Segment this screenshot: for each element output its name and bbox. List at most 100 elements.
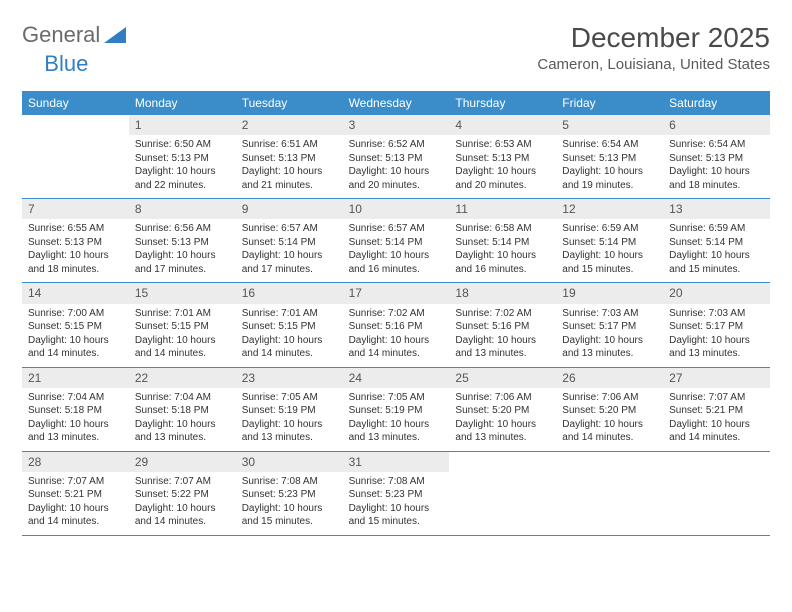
day-body: Sunrise: 6:57 AMSunset: 5:14 PMDaylight:… <box>343 219 450 282</box>
day-body: Sunrise: 6:58 AMSunset: 5:14 PMDaylight:… <box>449 219 556 282</box>
sunset-text: Sunset: 5:21 PM <box>669 404 764 418</box>
day-cell: 7Sunrise: 6:55 AMSunset: 5:13 PMDaylight… <box>22 199 129 282</box>
logo-triangle-icon <box>104 27 126 43</box>
daylight-text: Daylight: 10 hours and 15 minutes. <box>242 502 337 529</box>
day-cell: 17Sunrise: 7:02 AMSunset: 5:16 PMDayligh… <box>343 283 450 366</box>
sunset-text: Sunset: 5:20 PM <box>562 404 657 418</box>
day-of-week-header: Sunday Monday Tuesday Wednesday Thursday… <box>22 91 770 115</box>
sunrise-text: Sunrise: 6:58 AM <box>455 222 550 236</box>
day-body: Sunrise: 6:54 AMSunset: 5:13 PMDaylight:… <box>556 135 663 198</box>
daylight-text: Daylight: 10 hours and 13 minutes. <box>135 418 230 445</box>
day-body: Sunrise: 7:06 AMSunset: 5:20 PMDaylight:… <box>556 388 663 451</box>
sunset-text: Sunset: 5:16 PM <box>455 320 550 334</box>
day-body: Sunrise: 6:57 AMSunset: 5:14 PMDaylight:… <box>236 219 343 282</box>
sunrise-text: Sunrise: 7:07 AM <box>28 475 123 489</box>
day-number: 14 <box>22 283 129 303</box>
sunset-text: Sunset: 5:22 PM <box>135 488 230 502</box>
daylight-text: Daylight: 10 hours and 14 minutes. <box>349 334 444 361</box>
daylight-text: Daylight: 10 hours and 14 minutes. <box>562 418 657 445</box>
day-cell: 18Sunrise: 7:02 AMSunset: 5:16 PMDayligh… <box>449 283 556 366</box>
daylight-text: Daylight: 10 hours and 13 minutes. <box>669 334 764 361</box>
sunset-text: Sunset: 5:15 PM <box>28 320 123 334</box>
daylight-text: Daylight: 10 hours and 14 minutes. <box>28 334 123 361</box>
day-cell: 12Sunrise: 6:59 AMSunset: 5:14 PMDayligh… <box>556 199 663 282</box>
day-number: 27 <box>663 368 770 388</box>
sunset-text: Sunset: 5:13 PM <box>242 152 337 166</box>
day-cell: 21Sunrise: 7:04 AMSunset: 5:18 PMDayligh… <box>22 368 129 451</box>
day-cell: 19Sunrise: 7:03 AMSunset: 5:17 PMDayligh… <box>556 283 663 366</box>
logo-text-general: General <box>22 22 100 48</box>
day-body: Sunrise: 7:06 AMSunset: 5:20 PMDaylight:… <box>449 388 556 451</box>
sunrise-text: Sunrise: 6:56 AM <box>135 222 230 236</box>
day-number: 20 <box>663 283 770 303</box>
day-cell: 2Sunrise: 6:51 AMSunset: 5:13 PMDaylight… <box>236 115 343 198</box>
sunrise-text: Sunrise: 7:03 AM <box>562 307 657 321</box>
daylight-text: Daylight: 10 hours and 17 minutes. <box>135 249 230 276</box>
day-cell: 23Sunrise: 7:05 AMSunset: 5:19 PMDayligh… <box>236 368 343 451</box>
day-number: 21 <box>22 368 129 388</box>
sunrise-text: Sunrise: 7:01 AM <box>242 307 337 321</box>
title-block: December 2025 Cameron, Louisiana, United… <box>537 22 770 73</box>
daylight-text: Daylight: 10 hours and 14 minutes. <box>28 502 123 529</box>
sunset-text: Sunset: 5:16 PM <box>349 320 444 334</box>
sunrise-text: Sunrise: 6:52 AM <box>349 138 444 152</box>
sunrise-text: Sunrise: 7:05 AM <box>349 391 444 405</box>
day-body: Sunrise: 6:59 AMSunset: 5:14 PMDaylight:… <box>556 219 663 282</box>
dow-tuesday: Tuesday <box>236 91 343 115</box>
daylight-text: Daylight: 10 hours and 16 minutes. <box>349 249 444 276</box>
week-row: 1Sunrise: 6:50 AMSunset: 5:13 PMDaylight… <box>22 115 770 199</box>
sunset-text: Sunset: 5:20 PM <box>455 404 550 418</box>
day-body: Sunrise: 7:04 AMSunset: 5:18 PMDaylight:… <box>129 388 236 451</box>
day-number: 16 <box>236 283 343 303</box>
day-cell: 24Sunrise: 7:05 AMSunset: 5:19 PMDayligh… <box>343 368 450 451</box>
day-body: Sunrise: 7:05 AMSunset: 5:19 PMDaylight:… <box>236 388 343 451</box>
sunrise-text: Sunrise: 7:05 AM <box>242 391 337 405</box>
daylight-text: Daylight: 10 hours and 20 minutes. <box>455 165 550 192</box>
sunset-text: Sunset: 5:17 PM <box>669 320 764 334</box>
sunrise-text: Sunrise: 6:53 AM <box>455 138 550 152</box>
sunset-text: Sunset: 5:13 PM <box>135 236 230 250</box>
day-body: Sunrise: 6:55 AMSunset: 5:13 PMDaylight:… <box>22 219 129 282</box>
daylight-text: Daylight: 10 hours and 13 minutes. <box>455 418 550 445</box>
logo: General <box>22 22 126 48</box>
day-body: Sunrise: 6:51 AMSunset: 5:13 PMDaylight:… <box>236 135 343 198</box>
day-cell: 31Sunrise: 7:08 AMSunset: 5:23 PMDayligh… <box>343 452 450 535</box>
sunrise-text: Sunrise: 7:01 AM <box>135 307 230 321</box>
sunrise-text: Sunrise: 7:04 AM <box>28 391 123 405</box>
day-cell <box>556 452 663 535</box>
sunset-text: Sunset: 5:13 PM <box>349 152 444 166</box>
sunrise-text: Sunrise: 6:54 AM <box>562 138 657 152</box>
sunrise-text: Sunrise: 6:50 AM <box>135 138 230 152</box>
sunrise-text: Sunrise: 7:06 AM <box>562 391 657 405</box>
day-cell: 9Sunrise: 6:57 AMSunset: 5:14 PMDaylight… <box>236 199 343 282</box>
dow-saturday: Saturday <box>663 91 770 115</box>
day-number: 17 <box>343 283 450 303</box>
day-cell: 28Sunrise: 7:07 AMSunset: 5:21 PMDayligh… <box>22 452 129 535</box>
day-cell: 16Sunrise: 7:01 AMSunset: 5:15 PMDayligh… <box>236 283 343 366</box>
day-body: Sunrise: 6:52 AMSunset: 5:13 PMDaylight:… <box>343 135 450 198</box>
day-number: 31 <box>343 452 450 472</box>
sunset-text: Sunset: 5:14 PM <box>455 236 550 250</box>
day-cell: 13Sunrise: 6:59 AMSunset: 5:14 PMDayligh… <box>663 199 770 282</box>
day-number: 4 <box>449 115 556 135</box>
sunset-text: Sunset: 5:14 PM <box>669 236 764 250</box>
sunrise-text: Sunrise: 7:08 AM <box>242 475 337 489</box>
day-cell: 29Sunrise: 7:07 AMSunset: 5:22 PMDayligh… <box>129 452 236 535</box>
sunrise-text: Sunrise: 6:51 AM <box>242 138 337 152</box>
day-number: 29 <box>129 452 236 472</box>
calendar-body: 1Sunrise: 6:50 AMSunset: 5:13 PMDaylight… <box>22 115 770 536</box>
sunset-text: Sunset: 5:18 PM <box>135 404 230 418</box>
day-body: Sunrise: 7:03 AMSunset: 5:17 PMDaylight:… <box>663 304 770 367</box>
sunset-text: Sunset: 5:21 PM <box>28 488 123 502</box>
day-body: Sunrise: 7:01 AMSunset: 5:15 PMDaylight:… <box>236 304 343 367</box>
daylight-text: Daylight: 10 hours and 21 minutes. <box>242 165 337 192</box>
daylight-text: Daylight: 10 hours and 14 minutes. <box>135 334 230 361</box>
week-row: 14Sunrise: 7:00 AMSunset: 5:15 PMDayligh… <box>22 283 770 367</box>
day-number: 23 <box>236 368 343 388</box>
day-cell: 8Sunrise: 6:56 AMSunset: 5:13 PMDaylight… <box>129 199 236 282</box>
day-cell: 4Sunrise: 6:53 AMSunset: 5:13 PMDaylight… <box>449 115 556 198</box>
day-number: 2 <box>236 115 343 135</box>
day-cell: 1Sunrise: 6:50 AMSunset: 5:13 PMDaylight… <box>129 115 236 198</box>
day-number: 6 <box>663 115 770 135</box>
sunset-text: Sunset: 5:14 PM <box>349 236 444 250</box>
